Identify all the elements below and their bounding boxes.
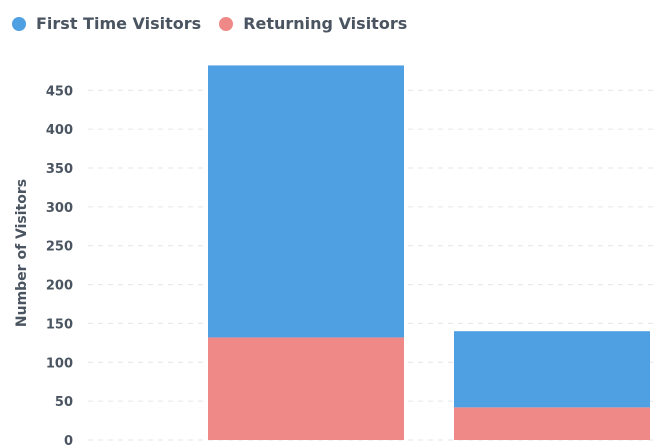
legend-item-returning-visitors[interactable]: Returning Visitors xyxy=(219,14,407,33)
y-tick-label: 300 xyxy=(46,201,73,216)
y-tick-label: 0 xyxy=(64,434,73,448)
y-tick-label: 50 xyxy=(55,395,73,410)
y-axis-label: Number of Visitors xyxy=(14,179,30,327)
returning-visitors-dot-icon xyxy=(219,16,234,31)
bar-first-time-visitors[interactable] xyxy=(208,65,404,338)
bar-returning-visitors[interactable] xyxy=(208,337,404,440)
y-tick-label: 200 xyxy=(46,279,73,294)
bars xyxy=(208,65,650,440)
y-tick-label: 100 xyxy=(46,356,73,371)
legend-label-returning-visitors: Returning Visitors xyxy=(243,14,408,33)
bar-returning-visitors[interactable] xyxy=(454,407,650,440)
y-tick-label: 400 xyxy=(46,123,73,138)
y-tick-label: 450 xyxy=(46,84,73,99)
bar-first-time-visitors[interactable] xyxy=(454,331,650,408)
y-tick-label: 150 xyxy=(46,317,73,332)
y-tick-label: 250 xyxy=(46,240,73,255)
y-axis-ticks: 0 50 100 150 200 250 300 350 400 450 xyxy=(46,84,73,448)
legend-item-first-time-visitors[interactable]: First Time Visitors xyxy=(12,14,201,33)
y-tick-label: 350 xyxy=(46,162,73,177)
legend: First Time Visitors Returning Visitors xyxy=(12,14,407,33)
legend-label-first-time-visitors: First Time Visitors xyxy=(36,14,202,33)
first-time-visitors-dot-icon xyxy=(12,16,26,31)
